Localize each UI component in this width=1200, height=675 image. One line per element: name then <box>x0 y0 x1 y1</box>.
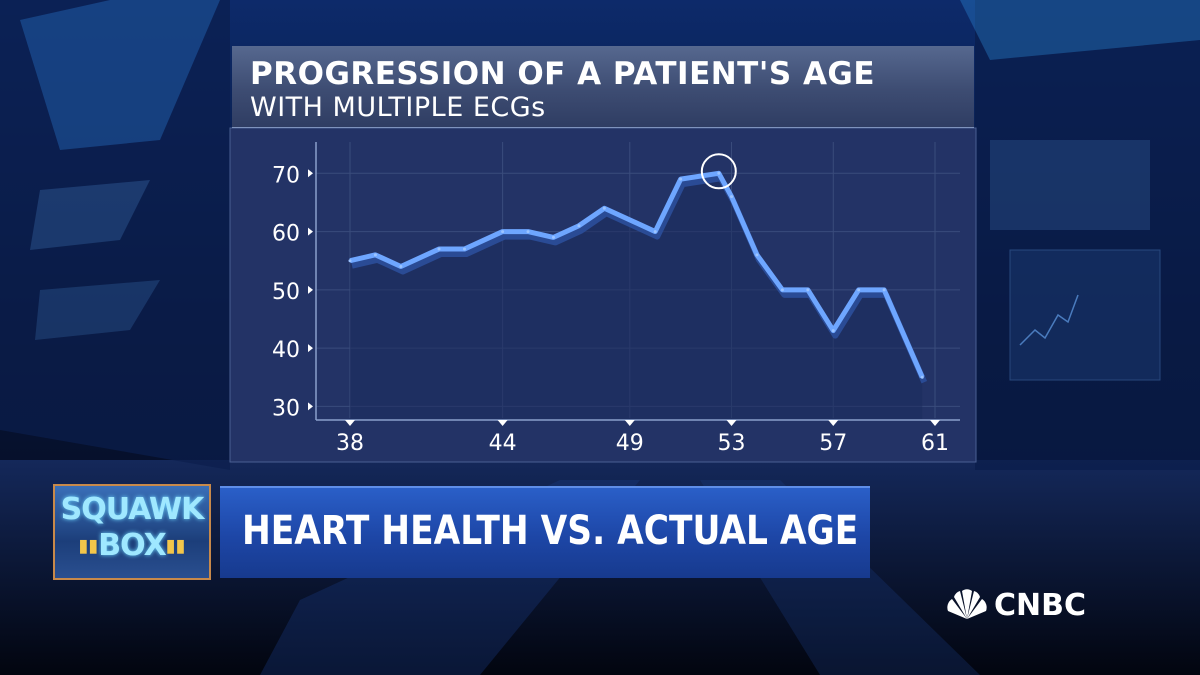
x-tick-label: 49 <box>616 431 644 456</box>
chart-subtitle: WITH MULTIPLE ECGs <box>250 92 546 123</box>
x-tick-label: 57 <box>819 431 847 456</box>
show-logo-bottom-row: ▮▮BOX▮▮ <box>55 530 209 563</box>
data-point <box>462 247 466 251</box>
x-tick-marker <box>345 420 355 426</box>
x-tick-marker <box>828 420 839 426</box>
x-tick-marker <box>930 420 940 426</box>
peak-highlight-circle <box>700 153 737 190</box>
data-point <box>348 259 352 263</box>
y-tick-label: 70 <box>272 163 300 188</box>
data-point <box>717 171 721 175</box>
x-tick-marker <box>497 420 508 426</box>
x-tick-label: 53 <box>718 431 746 456</box>
data-point <box>857 288 861 292</box>
y-tick-label: 30 <box>272 396 300 421</box>
chart-title-panel: PROGRESSION OF A PATIENT'S AGE WITH MULT… <box>232 46 974 128</box>
data-point <box>780 288 784 292</box>
banner-headline: HEART HEALTH VS. ACTUAL AGE <box>242 508 859 554</box>
logo-dash-icon: ▮▮ <box>165 535 186 557</box>
x-tick-marker <box>726 420 737 426</box>
x-tick-label: 44 <box>489 431 517 456</box>
y-tick-label: 40 <box>272 338 300 363</box>
data-point <box>831 329 835 333</box>
x-tick-label: 61 <box>921 431 949 456</box>
show-logo-top: SQUAWK <box>60 492 205 527</box>
y-tick-marker <box>308 227 313 236</box>
data-point <box>551 235 555 239</box>
y-tick-label: 50 <box>272 280 300 305</box>
data-point <box>437 247 441 251</box>
network-name: CNBC <box>994 587 1087 623</box>
data-point <box>882 288 886 292</box>
data-point <box>730 195 734 199</box>
x-tick-label: 38 <box>336 431 364 456</box>
show-logo-bottom: BOX <box>98 528 166 563</box>
peacock-icon <box>947 589 987 619</box>
data-point <box>653 230 657 234</box>
data-point <box>755 253 759 257</box>
data-point <box>577 224 581 228</box>
y-tick-marker <box>308 169 313 178</box>
logo-dash-icon: ▮▮ <box>78 535 99 557</box>
y-tick-marker <box>308 344 313 353</box>
data-point <box>501 230 505 234</box>
y-tick-label: 60 <box>272 222 300 247</box>
y-tick-marker <box>308 402 313 411</box>
lower-third-banner: HEART HEALTH VS. ACTUAL AGE <box>220 486 870 578</box>
y-tick-marker <box>308 285 313 294</box>
x-tick-marker <box>624 420 635 426</box>
data-point <box>399 265 403 269</box>
series-area <box>350 173 923 420</box>
network-logo: CNBC <box>944 587 1087 623</box>
chart-title: PROGRESSION OF A PATIENT'S AGE <box>250 56 876 92</box>
data-point <box>679 177 683 181</box>
data-point <box>920 375 924 379</box>
show-logo: SQUAWK ▮▮BOX▮▮ <box>53 484 211 580</box>
data-point <box>806 288 810 292</box>
data-point <box>373 253 377 257</box>
data-point <box>602 206 606 210</box>
chart-panel-border <box>229 127 977 463</box>
data-point <box>526 230 530 234</box>
